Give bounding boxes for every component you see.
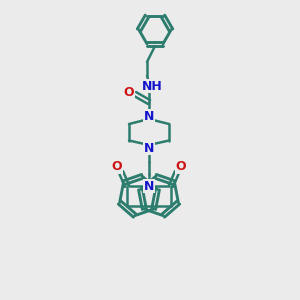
Text: O: O [112, 160, 122, 173]
Text: N: N [144, 142, 154, 154]
Text: O: O [176, 160, 186, 173]
Text: NH: NH [142, 80, 162, 92]
Text: N: N [144, 110, 154, 122]
Text: O: O [124, 85, 134, 98]
Text: N: N [144, 179, 154, 193]
